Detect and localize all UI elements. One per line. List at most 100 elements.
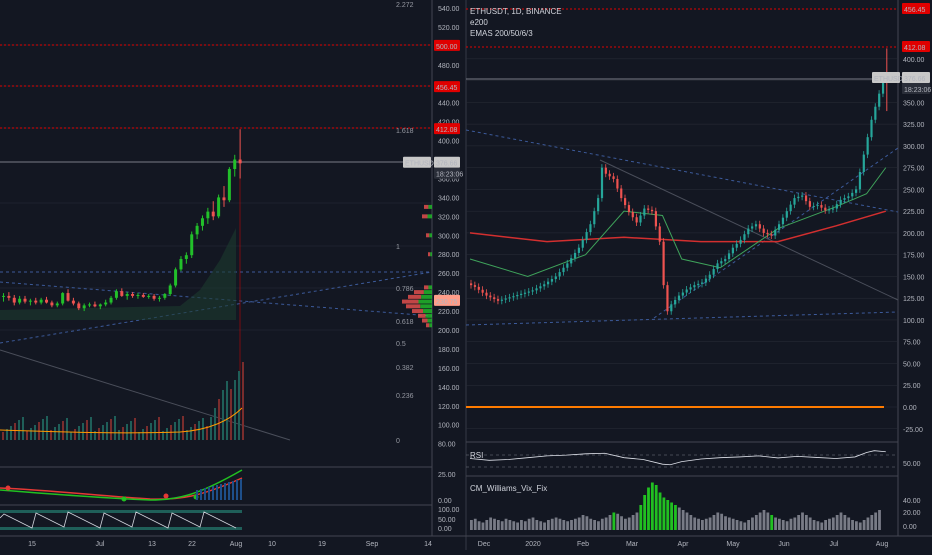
price-bar xyxy=(851,192,854,197)
profile-bar-buy xyxy=(423,290,432,295)
left-time-axis[interactable]: 15 Jul 13 22 Aug 10 19 Sep 14 xyxy=(28,541,432,548)
profile-bar-sell xyxy=(422,318,428,323)
legend-e200[interactable]: e200 xyxy=(470,18,488,27)
candle-body xyxy=(179,258,183,270)
profile-bar-sell xyxy=(426,323,430,328)
ema-cloud xyxy=(0,228,236,320)
right-price-axis[interactable]: 400.00375.00350.00325.00300.00275.00250.… xyxy=(872,3,931,531)
ema-histogram-bar xyxy=(228,482,230,500)
price-bar xyxy=(496,299,500,301)
right-time-label: 2020 xyxy=(525,541,541,548)
price-bar xyxy=(650,209,654,212)
volume-bar xyxy=(26,431,28,440)
left-price-tick: 540.00 xyxy=(438,6,460,13)
candle-body xyxy=(66,293,70,301)
ema-histogram-bar xyxy=(196,490,198,500)
left-tag-412[interactable]: 412.08 xyxy=(434,123,460,135)
candle-body xyxy=(136,294,140,296)
volume-bar xyxy=(62,421,64,440)
rsi-label[interactable]: RSI xyxy=(470,451,483,460)
volume-bar xyxy=(122,427,124,440)
candle-body xyxy=(152,295,156,299)
right-tag-412[interactable]: 412.08 xyxy=(902,41,930,52)
volume-bar xyxy=(86,420,88,440)
vixfix-bar xyxy=(512,521,516,530)
profile-bar-buy xyxy=(425,313,432,318)
volume-bar xyxy=(214,408,216,440)
left-vp-tag[interactable]: 230.75 xyxy=(434,294,460,306)
left-tag-456[interactable]: 456.45 xyxy=(434,81,460,93)
right-price-tick: 400.00 xyxy=(903,57,925,64)
left-countdown-tag-text: 18:23:06 xyxy=(436,172,463,179)
price-bar xyxy=(662,241,665,286)
price-bar xyxy=(704,278,708,283)
left-last-price-tag[interactable]: 376.66 xyxy=(434,156,460,168)
price-bar xyxy=(585,232,588,240)
candle-body xyxy=(82,305,86,309)
price-bar xyxy=(712,269,715,275)
left-price-tick: 240.00 xyxy=(438,290,460,297)
right-countdown-tag[interactable]: 18:23:06 xyxy=(902,83,931,94)
vixfix-bar xyxy=(612,512,616,530)
price-bar xyxy=(593,211,596,225)
vixfix-bar xyxy=(631,515,635,530)
right-time-label: Apr xyxy=(678,541,690,548)
vixfix-bar xyxy=(639,505,643,530)
vixfix-bar xyxy=(624,518,627,530)
volume-bar xyxy=(138,432,140,440)
candle-body xyxy=(206,211,210,219)
rsi-tick: 50.00 xyxy=(903,461,921,468)
left-price-tick: 220.00 xyxy=(438,309,460,316)
price-bar xyxy=(735,243,738,248)
candle-body xyxy=(61,293,65,304)
volume-bar xyxy=(66,418,68,440)
left-symbol-tag[interactable]: ETHUSDT xyxy=(403,156,439,168)
right-symbol-tag[interactable]: ETHUSDT xyxy=(872,72,908,83)
left-ema-panel xyxy=(0,469,243,502)
vix-tick: 40.00 xyxy=(903,498,921,505)
left-price-tick: 180.00 xyxy=(438,347,460,354)
price-bar xyxy=(701,282,704,284)
left-time-label: Sep xyxy=(366,541,379,548)
left-time-label: 10 xyxy=(268,541,276,548)
left-price-tick: 520.00 xyxy=(438,25,460,32)
volume-bar xyxy=(94,431,96,440)
right-price-tick: 175.00 xyxy=(903,253,925,260)
price-bar xyxy=(770,234,773,236)
profile-bar-buy xyxy=(423,309,432,314)
legend-emas[interactable]: EMAS 200/50/6/3 xyxy=(470,29,533,38)
vixfix-bar xyxy=(727,517,731,530)
volume-bar xyxy=(178,419,180,440)
vixfix-bar xyxy=(774,517,777,530)
right-last-price-tag[interactable]: 376.66 xyxy=(902,72,930,83)
legend-symbol[interactable]: ETHUSDT, 1D, BINANCE xyxy=(470,7,562,16)
left-countdown-tag[interactable]: 18:23:06 xyxy=(434,167,463,179)
vixfix-label[interactable]: CM_Williams_Vix_Fix xyxy=(470,484,547,493)
right-tag-456[interactable]: 456.45 xyxy=(902,3,930,14)
vixfix-bar xyxy=(704,518,708,530)
volume-bar xyxy=(70,432,72,440)
candle-body xyxy=(7,295,11,298)
ema50-line xyxy=(469,167,887,277)
right-time-axis[interactable]: Dec 2020 Feb Mar Apr May Jun Jul Aug xyxy=(478,541,889,548)
price-bar xyxy=(539,286,542,289)
price-bar xyxy=(677,295,681,300)
vixfix-bar xyxy=(697,518,700,530)
left-tag-500[interactable]: 500.00 xyxy=(434,39,460,51)
vixfix-bar xyxy=(562,520,566,530)
vixfix-bar xyxy=(516,522,519,530)
ema200-line xyxy=(469,210,887,243)
ema-histogram-bar xyxy=(216,485,218,500)
right-price-tick: 100.00 xyxy=(903,318,925,325)
vixfix-bar xyxy=(751,517,754,530)
price-bar xyxy=(697,283,700,286)
vixfix-bar xyxy=(828,518,831,530)
osc-band-top xyxy=(0,510,242,513)
candle-body xyxy=(200,218,204,226)
right-tag-412-text: 412.08 xyxy=(904,45,926,52)
left-price-axis[interactable]: 540.00520.00500.00480.00460.00440.00420.… xyxy=(403,6,463,533)
volume-bar xyxy=(78,426,80,440)
price-bar xyxy=(654,211,657,227)
price-bar xyxy=(731,247,734,254)
price-bar xyxy=(647,208,650,210)
